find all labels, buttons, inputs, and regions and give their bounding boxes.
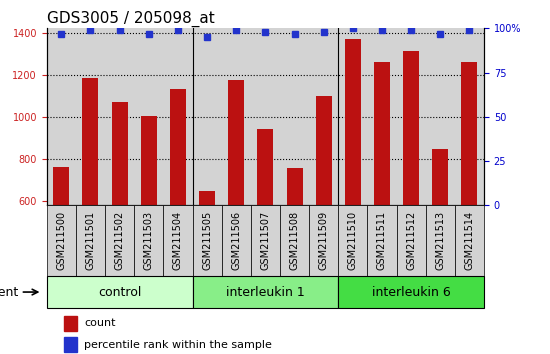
Bar [403,51,419,205]
Bar [397,205,426,276]
Text: GSM211506: GSM211506 [231,211,241,270]
Text: interleukin 1: interleukin 1 [226,286,305,298]
Text: GSM211508: GSM211508 [289,211,300,270]
Bar [141,116,157,205]
Text: GSM211504: GSM211504 [173,211,183,270]
Text: count: count [84,318,115,329]
Bar [316,96,332,205]
Text: GSM211502: GSM211502 [114,211,125,270]
Text: GSM211507: GSM211507 [260,211,271,270]
Bar [367,205,397,276]
Bar [345,39,361,205]
Bar [199,191,215,205]
Bar [82,78,98,205]
Bar [170,90,186,205]
Bar [47,276,192,308]
Text: GSM211514: GSM211514 [464,211,475,270]
Bar [280,205,309,276]
Bar [338,205,367,276]
Bar [76,205,105,276]
Text: agent: agent [0,286,18,298]
Text: GDS3005 / 205098_at: GDS3005 / 205098_at [47,11,214,27]
Bar [432,149,448,205]
Bar [228,80,244,205]
Text: GSM211511: GSM211511 [377,211,387,270]
Bar [287,168,302,205]
Bar [257,130,273,205]
Bar [64,337,78,352]
Bar [461,62,477,205]
Bar [192,205,222,276]
Bar [426,205,455,276]
Text: percentile rank within the sample: percentile rank within the sample [84,339,272,350]
Bar [47,205,76,276]
Bar [309,205,338,276]
Bar [64,316,78,331]
Bar [455,205,484,276]
Text: GSM211510: GSM211510 [348,211,358,270]
Text: GSM211512: GSM211512 [406,211,416,270]
Bar [192,276,338,308]
Text: GSM211513: GSM211513 [435,211,446,270]
Bar [112,102,128,205]
Bar [53,167,69,205]
Bar [374,62,390,205]
Bar [134,205,163,276]
Bar [222,205,251,276]
Bar [163,205,192,276]
Text: GSM211505: GSM211505 [202,211,212,270]
Text: GSM211509: GSM211509 [318,211,329,270]
Text: GSM211503: GSM211503 [144,211,154,270]
Bar [105,205,134,276]
Text: control: control [98,286,141,298]
Text: GSM211500: GSM211500 [56,211,67,270]
Bar [251,205,280,276]
Text: GSM211501: GSM211501 [85,211,96,270]
Bar [338,276,484,308]
Text: interleukin 6: interleukin 6 [372,286,450,298]
